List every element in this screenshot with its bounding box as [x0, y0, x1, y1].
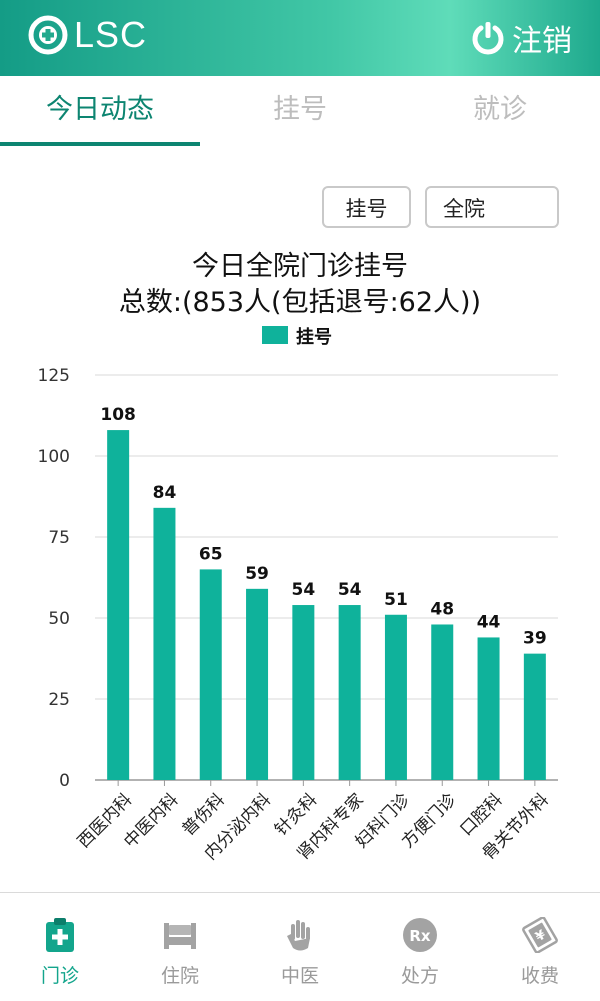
y-tick-label: 125 — [38, 366, 70, 386]
logout-label: 注销 — [512, 24, 572, 59]
money-icon: ¥ — [522, 917, 558, 953]
bar-value-label: 59 — [245, 564, 269, 584]
tab-bar: 今日动态 挂号 就诊 — [0, 76, 600, 146]
bar — [523, 653, 546, 780]
nav-label-outpatient: 门诊 — [40, 965, 79, 987]
bar-value-label: 54 — [338, 580, 362, 600]
bar — [338, 605, 361, 780]
bar — [107, 430, 130, 780]
bar-value-label: 84 — [153, 483, 177, 503]
app-logo: LSC — [28, 14, 147, 56]
y-tick-label: 50 — [48, 609, 70, 629]
y-tick-label: 0 — [59, 771, 70, 791]
tab-registration[interactable]: 挂号 — [273, 94, 327, 125]
bed-icon — [164, 923, 196, 949]
y-tick-label: 75 — [48, 528, 70, 548]
tab-active-indicator — [0, 142, 200, 146]
chart-title: 今日全院门诊挂号 — [192, 251, 408, 282]
clipboard-icon — [46, 918, 74, 952]
logo-icon — [28, 15, 68, 55]
app-header: LSC 注销 — [0, 0, 600, 76]
bar-value-label: 51 — [384, 590, 408, 610]
bar — [431, 624, 454, 780]
bottom-nav: 门诊 住院 中医 Rx 处方 ¥ — [0, 892, 600, 1001]
power-icon — [472, 22, 504, 55]
tab-visit[interactable]: 就诊 — [473, 94, 527, 125]
type-select[interactable]: 挂号 — [322, 186, 411, 228]
nav-label-tcm: 中医 — [280, 965, 319, 987]
logout-button[interactable]: 注销 — [470, 16, 572, 60]
bar — [292, 605, 315, 780]
bar — [246, 588, 269, 780]
svg-text:Rx: Rx — [409, 927, 431, 945]
y-tick-label: 100 — [38, 447, 70, 467]
bar-value-label: 39 — [523, 629, 547, 649]
nav-item-billing[interactable]: ¥ 收费 — [480, 893, 600, 1001]
rx-icon: Rx — [403, 918, 437, 952]
bar — [199, 569, 222, 780]
bar — [384, 614, 407, 780]
bar-value-label: 108 — [100, 405, 136, 425]
chart-subtitle: 总数:(853人(包括退号:62人)) — [118, 287, 482, 318]
tab-today[interactable]: 今日动态 — [46, 94, 154, 125]
nav-item-inpatient[interactable]: 住院 — [120, 893, 240, 1001]
bar-value-label: 44 — [477, 612, 501, 632]
hand-icon — [287, 920, 310, 951]
legend-label: 挂号 — [296, 326, 332, 348]
nav-item-prescription[interactable]: Rx 处方 — [360, 893, 480, 1001]
nav-item-tcm[interactable]: 中医 — [240, 893, 360, 1001]
bar — [477, 637, 500, 780]
bar-value-label: 65 — [199, 544, 223, 564]
bar-value-label: 48 — [430, 599, 454, 619]
nav-item-outpatient[interactable]: 门诊 — [0, 893, 120, 1001]
logo-text: LSC — [74, 14, 148, 55]
nav-label-inpatient: 住院 — [160, 965, 199, 987]
bar — [153, 507, 176, 780]
nav-label-prescription: 处方 — [400, 965, 439, 987]
y-tick-label: 25 — [48, 690, 70, 710]
scope-select[interactable]: 全院 — [425, 186, 559, 228]
bar-chart: 0255075100125挂号108西医内科84中医内科65普伤科59内分泌内科… — [38, 326, 558, 864]
nav-label-billing: 收费 — [520, 965, 559, 987]
legend-swatch — [262, 326, 288, 344]
bar-value-label: 54 — [292, 580, 316, 600]
